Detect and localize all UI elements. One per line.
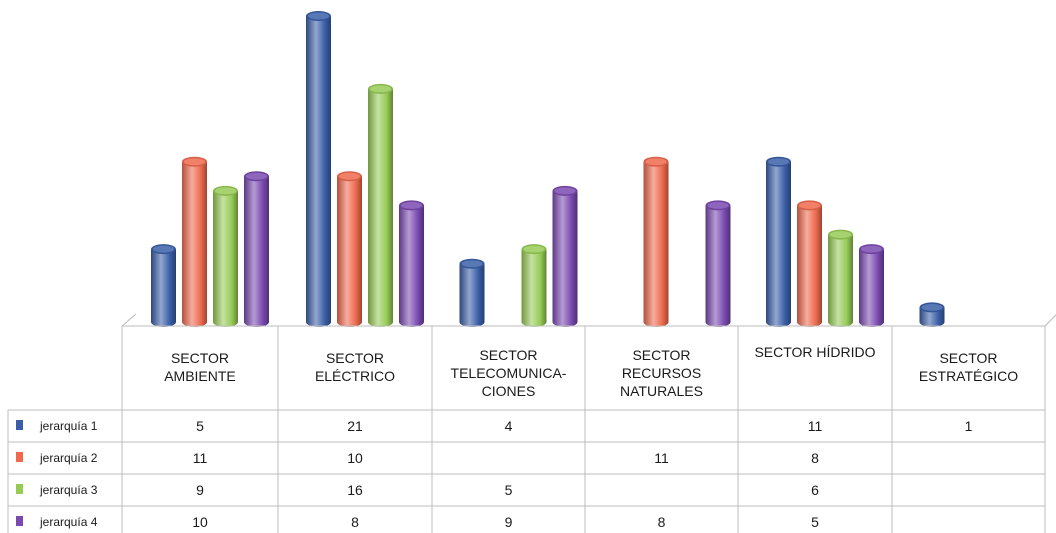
legend-label: jerarquía 3 bbox=[39, 483, 98, 497]
table-cell-value: 11 bbox=[193, 450, 208, 466]
table-cell-value: 4 bbox=[505, 418, 513, 434]
category-label-line: SECTOR bbox=[939, 350, 997, 366]
category-labels: SECTOR AMBIENTE SECTOR ELÉCTRICO SECTOR TELEC… bbox=[164, 344, 1018, 399]
table-cell-value: 9 bbox=[505, 514, 513, 530]
category-label-line: RECURSOS bbox=[622, 365, 701, 381]
legend-item: jerarquía 4 bbox=[16, 515, 98, 529]
data-table-values: 5 21 4 11 111 10 11 89 16 5 610 8 9 8 5 bbox=[192, 418, 972, 530]
table-cell-value: 11 bbox=[808, 418, 823, 434]
table-cell-value: 21 bbox=[347, 418, 363, 434]
table-cell-value: 5 bbox=[505, 482, 513, 498]
bar-jerarquía-2-cat5 bbox=[797, 200, 822, 327]
category-label: SECTOR TELECOMUNICA- CIONES bbox=[451, 347, 567, 399]
bar-jerarquía-4-cat1 bbox=[244, 171, 269, 327]
bar-jerarquía-4-cat5 bbox=[859, 244, 884, 327]
category-label-line: ESTRATÉGICO bbox=[919, 368, 1018, 384]
bar-jerarquía-2-cat2 bbox=[337, 171, 362, 327]
legend-item: jerarquía 1 bbox=[16, 419, 98, 433]
category-label: SECTOR RECURSOS NATURALES bbox=[620, 347, 703, 399]
category-label-line: CIONES bbox=[482, 383, 536, 399]
table-cell-value: 8 bbox=[658, 514, 666, 530]
table-cell-value: 8 bbox=[351, 514, 359, 530]
category-label-line: TELECOMUNICA- bbox=[451, 365, 567, 381]
category-label-line: NATURALES bbox=[620, 383, 703, 399]
legend-item: jerarquía 3 bbox=[16, 483, 98, 497]
legend-swatch bbox=[16, 516, 23, 526]
legend-label: jerarquía 1 bbox=[39, 419, 98, 433]
bars-layer bbox=[151, 11, 945, 327]
bar-jerarquía-2-cat1 bbox=[182, 156, 207, 327]
category-label-line: SECTOR HÍDRIDO bbox=[754, 344, 875, 360]
table-cell-value: 10 bbox=[347, 450, 363, 466]
bar-jerarquía-4-cat2 bbox=[399, 200, 424, 327]
legend-swatch bbox=[16, 452, 23, 462]
bar-jerarquía-1-cat2 bbox=[306, 11, 331, 327]
bar-jerarquía-1-cat6 bbox=[919, 302, 945, 327]
legend-label: jerarquía 2 bbox=[39, 451, 98, 465]
category-label-line: SECTOR bbox=[326, 350, 384, 366]
table-cell-value: 8 bbox=[811, 450, 819, 466]
bar-jerarquía-2-cat4 bbox=[643, 156, 669, 327]
table-cell-value: 16 bbox=[347, 482, 363, 498]
bar-jerarquía-3-cat3 bbox=[521, 244, 547, 327]
category-label: SECTOR AMBIENTE bbox=[164, 350, 236, 384]
table-cell-value: 5 bbox=[196, 418, 204, 434]
bar-jerarquía-3-cat2 bbox=[368, 83, 393, 327]
table-cell-value: 1 bbox=[965, 418, 973, 434]
legend-swatch bbox=[16, 420, 23, 430]
category-label: SECTOR HÍDRIDO bbox=[754, 344, 875, 360]
table-cell-value: 10 bbox=[192, 514, 208, 530]
category-label-line: SECTOR bbox=[479, 347, 537, 363]
category-label: SECTOR ELÉCTRICO bbox=[315, 350, 395, 384]
legend-label: jerarquía 4 bbox=[39, 515, 98, 529]
category-label-line: SECTOR bbox=[171, 350, 229, 366]
table-cell-value: 9 bbox=[196, 482, 204, 498]
legend-swatch bbox=[16, 484, 23, 494]
table-cell-value: 5 bbox=[811, 514, 819, 530]
bar-jerarquía-1-cat1 bbox=[151, 244, 176, 327]
bar-jerarquía-1-cat5 bbox=[766, 156, 791, 327]
data-table-grid bbox=[7, 313, 1056, 533]
legend-item: jerarquía 2 bbox=[16, 451, 98, 465]
bar-jerarquía-3-cat1 bbox=[213, 185, 238, 327]
category-label: SECTOR ESTRATÉGICO bbox=[919, 350, 1018, 384]
category-label-line: ELÉCTRICO bbox=[315, 368, 395, 384]
bar-jerarquía-1-cat3 bbox=[459, 258, 485, 327]
category-label-line: SECTOR bbox=[632, 347, 690, 363]
legend: jerarquía 1 jerarquía 2 jerarquía 3 jerarqu… bbox=[16, 419, 98, 529]
category-label-line: AMBIENTE bbox=[164, 368, 236, 384]
bar-jerarquía-4-cat3 bbox=[552, 185, 578, 327]
bar-jerarquía-3-cat5 bbox=[828, 229, 853, 327]
table-cell-value: 11 bbox=[654, 450, 669, 466]
bar-jerarquía-4-cat4 bbox=[705, 200, 731, 327]
table-cell-value: 6 bbox=[811, 482, 819, 498]
